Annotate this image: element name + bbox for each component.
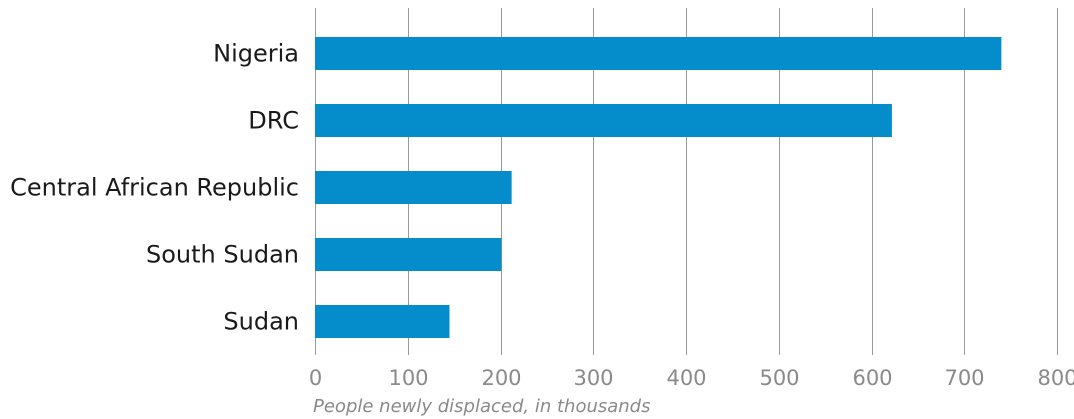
category-label: South Sudan xyxy=(146,241,299,269)
bar-sudan xyxy=(315,305,450,338)
category-label: Central African Republic xyxy=(10,174,299,202)
category-label: DRC xyxy=(248,107,299,135)
x-tick-label: 0 xyxy=(309,366,322,390)
x-tick-label: 200 xyxy=(481,366,521,390)
x-tick-label: 100 xyxy=(388,366,428,390)
x-tick-label: 600 xyxy=(852,366,892,390)
bar-central-african-republic xyxy=(315,171,512,204)
bar-drc xyxy=(315,104,892,137)
x-tick-label: 300 xyxy=(573,366,613,390)
category-label: Nigeria xyxy=(213,40,299,68)
x-tick-label: 400 xyxy=(666,366,706,390)
bar-nigeria xyxy=(315,37,1002,70)
bar-south-sudan xyxy=(315,238,502,271)
x-tick-labels: 0 100 200 300 400 500 600 700 800 xyxy=(309,366,1074,390)
category-label: Sudan xyxy=(223,308,299,336)
x-tick-label: 500 xyxy=(759,366,799,390)
x-axis-title: People newly displaced, in thousands xyxy=(313,396,650,417)
category-labels: Nigeria DRC Central African Republic South … xyxy=(10,40,299,336)
bars xyxy=(315,37,1002,338)
x-tick-label: 700 xyxy=(944,366,984,390)
x-tick-label: 800 xyxy=(1037,366,1074,390)
